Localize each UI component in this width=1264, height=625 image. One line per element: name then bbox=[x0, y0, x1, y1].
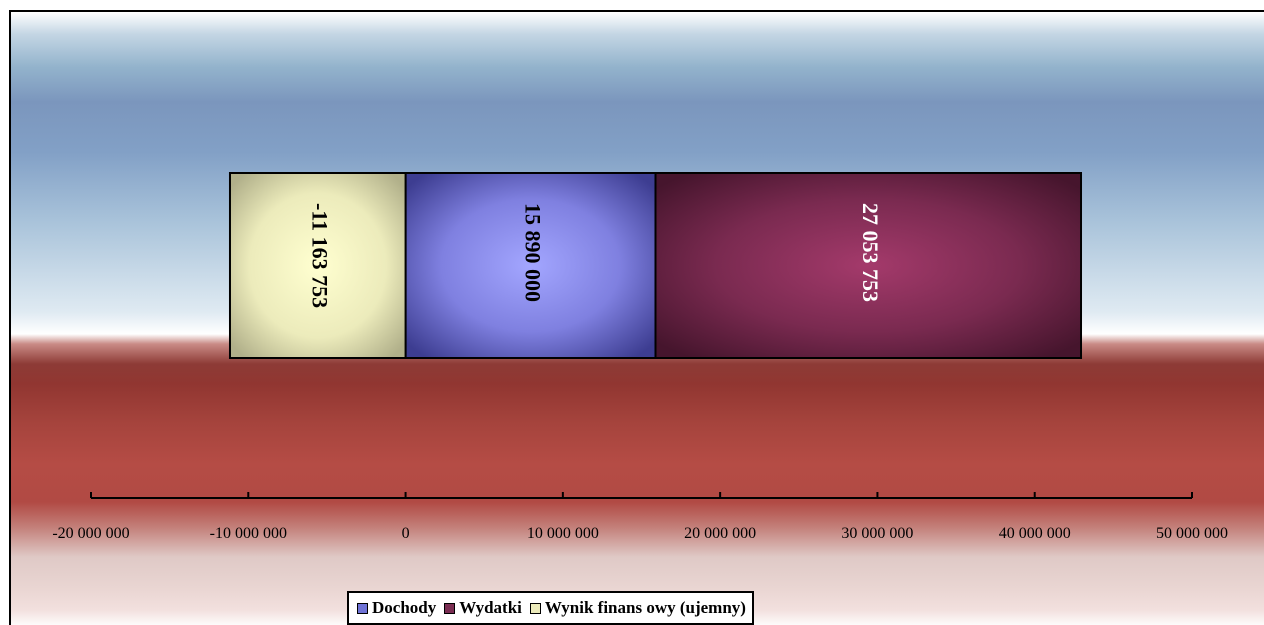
bar-dochody bbox=[404, 172, 657, 359]
x-tick-label: -20 000 000 bbox=[52, 525, 129, 542]
x-tick-label: 50 000 000 bbox=[1156, 525, 1228, 542]
bar-wynik bbox=[228, 172, 407, 359]
data-label-wynik: -11 163 753 bbox=[308, 203, 333, 308]
bar-wydatki bbox=[654, 172, 1083, 359]
legend-item-dochody: Dochody bbox=[357, 598, 436, 618]
x-tick-label: 20 000 000 bbox=[684, 525, 756, 542]
x-tick-label: 0 bbox=[402, 525, 410, 542]
data-label-dochody: 15 890 000 bbox=[520, 203, 545, 302]
legend-item-wynik: Wynik finans owy (ujemny) bbox=[529, 598, 746, 618]
legend-swatch-wydatki bbox=[444, 602, 456, 614]
legend: Dochody Wydatki Wynik finans owy (ujemny… bbox=[347, 591, 754, 625]
legend-label-dochody: Dochody bbox=[372, 598, 437, 617]
x-tick-label: -10 000 000 bbox=[210, 525, 287, 542]
legend-swatch-wynik bbox=[529, 602, 541, 614]
legend-item-wydatki: Wydatki bbox=[444, 598, 522, 618]
legend-label-wydatki: Wydatki bbox=[459, 598, 522, 617]
x-tick-label: 30 000 000 bbox=[841, 525, 913, 542]
chart-area: 15 890 000 27 053 753 -11 163 753 -20 000 … bbox=[9, 10, 1264, 625]
x-tick-label: 10 000 000 bbox=[527, 525, 599, 542]
x-tick-label: 40 000 000 bbox=[999, 525, 1071, 542]
legend-label-wynik: Wynik finans owy (ujemny) bbox=[544, 598, 746, 617]
data-label-wydatki: 27 053 753 bbox=[858, 203, 883, 302]
chart-plot: 15 890 000 27 053 753 -11 163 753 -20 000 … bbox=[52, 172, 1228, 542]
legend-swatch-dochody bbox=[357, 602, 368, 614]
